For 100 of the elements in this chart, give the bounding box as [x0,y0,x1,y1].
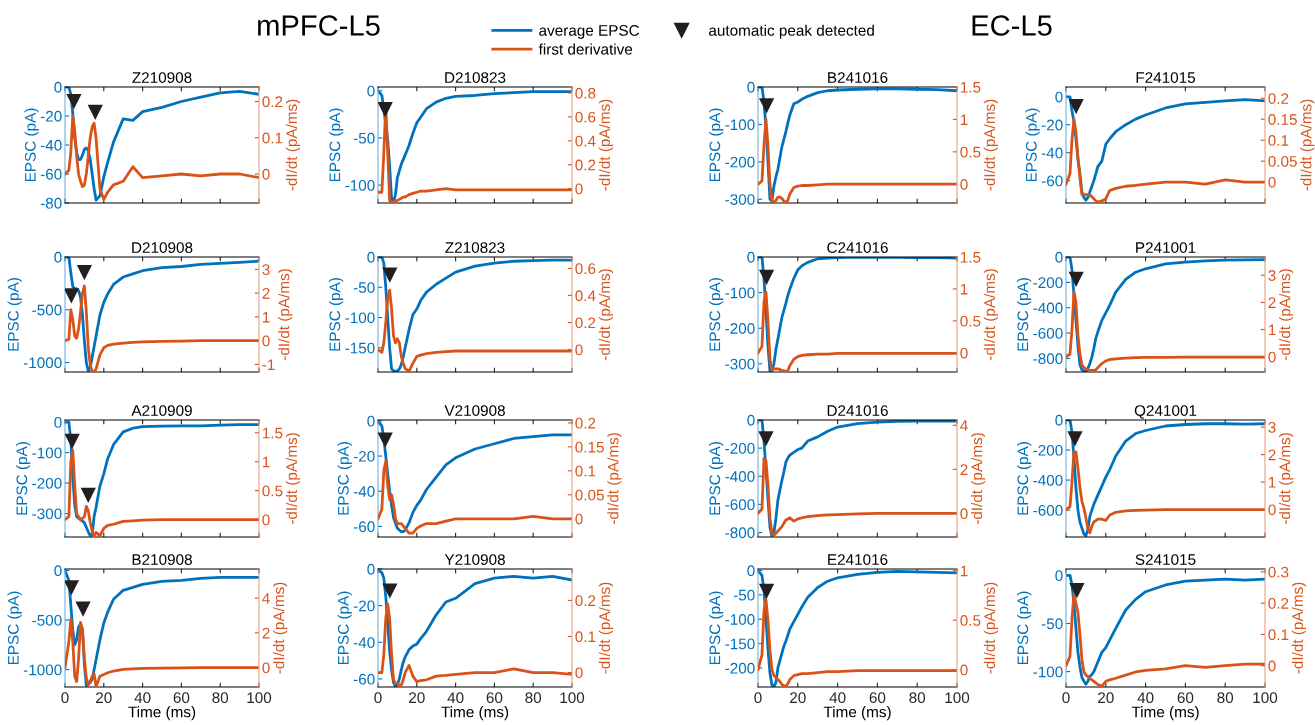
y2-tick-label: 0 [1268,351,1276,363]
y-tick-label: 0 [367,251,375,263]
x-tick-label: 80 [1217,692,1234,704]
chart-title: B210908 [132,554,192,565]
y2-tick-label: 0.6 [575,111,596,123]
line-series [758,290,957,372]
y-tick-label: -100 [725,287,755,299]
y2-axis-title: -dI/dt (pA/ms) [1300,99,1315,191]
x-axis-title: Time (ms) [1131,706,1199,721]
chart-title: Z210908 [132,72,192,83]
y2-tick-label: 0.5 [960,146,981,158]
y-tick-label: 0 [367,415,375,427]
y-tick-label: -20 [40,110,62,122]
x-tick-label: 40 [447,692,464,704]
y-tick-label: -400 [1033,302,1063,314]
y-axis-title: EPSC (pA) [709,108,724,182]
y2-tick-label: 2 [262,287,270,299]
y-tick-label: -80 [40,197,62,209]
y-tick-label: -800 [1033,353,1063,365]
line-series [1066,420,1265,537]
chart-title: S241015 [1135,554,1196,565]
y-axis-title: EPSC (pA) [7,591,22,665]
x-tick-label: 100 [560,692,585,704]
y2-tick-label: 0.1 [1268,135,1289,146]
y2-tick-label: 0 [1268,504,1276,516]
y-tick-label: -600 [1033,504,1063,516]
text: EC-L5 [972,15,1052,36]
y2-axis-title: -dI/dt (pA/ms) [983,99,999,191]
y-axis-title: EPSC (pA) [709,278,724,351]
chart-title: Z210823 [445,242,505,253]
text: mPFC-L5 [258,15,380,36]
y2-tick-label: 0.2 [575,595,596,607]
y2-tick-label: 1 [960,283,968,295]
y-axis-title: EPSC (pA) [1017,442,1032,515]
y2-axis-title: -dI/dt (pA/ms) [598,582,614,674]
y2-axis-title: -dI/dt (pA/ms) [285,433,301,525]
x-tick-label: 80 [909,692,926,704]
y2-tick-label: 0.5 [262,485,283,497]
y-axis-title: EPSC (pA) [1017,591,1032,665]
y-tick-label: -200 [1033,277,1063,289]
y2-tick-label: 0 [960,508,968,520]
y2-axis-title: -dI/dt (pA/ms) [278,269,293,361]
y2-tick-label: 0 [262,168,270,180]
y-tick-label: 0 [1055,570,1063,582]
y-tick-label: -40 [353,486,375,497]
y-tick-label: -60 [40,168,62,180]
chart-title: D210823 [445,72,506,83]
y-axis-title: EPSC (pA) [709,591,724,665]
y2-tick-label: 0.1 [575,465,596,477]
y-tick-label: -200 [725,442,755,454]
line-series [65,284,259,372]
y-axis-title: EPSC (pA) [329,108,344,182]
legend-label: average EPSC [539,25,640,39]
y-tick-label: 0 [747,414,755,426]
chart-title: E241016 [828,554,888,565]
y2-tick-label: 1.5 [960,82,981,93]
y2-tick-label: 0.1 [262,132,283,144]
y-tick-label: -60 [353,521,375,533]
y-tick-label: -1000 [23,357,62,369]
y2-axis-title: -dI/dt (pA/ms) [598,269,614,361]
y-tick-label: -100 [1033,666,1063,678]
y2-tick-label: 4 [960,420,968,431]
y-tick-label: 0 [54,417,62,428]
x-tick-label: 60 [486,692,503,704]
y2-axis-title: -dI/dt (pA/ms) [285,99,301,191]
y-tick-label: -400 [725,471,755,482]
y-tick-label: -500 [32,614,62,626]
y2-tick-label: 0.3 [1268,566,1289,578]
line-series [65,617,259,687]
y-tick-label: 0 [367,563,375,575]
y-tick-label: -20 [1041,119,1063,131]
chart-title: D241016 [827,405,888,416]
y2-tick-label: 0.2 [1268,93,1289,104]
y2-tick-label: 0 [262,514,270,526]
y2-tick-label: 0 [960,179,968,190]
y-tick-label: 0 [54,565,62,577]
y-tick-label: -1000 [23,664,62,676]
x-tick-label: 80 [525,692,542,704]
x-tick-label: 40 [134,692,151,704]
line-series [65,114,259,201]
y-tick-label: -200 [725,156,755,168]
y2-tick-label: 0.1 [575,631,596,643]
y-tick-label: -50 [733,589,755,601]
y2-tick-label: 2 [960,464,968,475]
y-tick-label: -200 [32,477,62,489]
y-axis-title: EPSC (pA) [1017,278,1032,351]
y2-tick-label: 4 [262,593,270,604]
chart-title: C241016 [827,242,888,253]
y-tick-label: -300 [32,508,62,520]
y2-tick-label: 0 [262,335,270,347]
y2-axis-title: -dI/dt (pA/ms) [1279,433,1294,525]
line-series [1066,573,1265,686]
y-tick-label: -300 [725,194,755,205]
y-tick-label: -200 [725,323,755,334]
line-series [1066,117,1265,203]
y2-tick-label: 0.2 [262,96,283,108]
y-axis-title: EPSC (pA) [7,278,22,351]
y-tick-label: -100 [345,179,375,191]
y2-tick-label: 3 [262,264,270,276]
y-axis-title: EPSC (pA) [337,591,352,665]
